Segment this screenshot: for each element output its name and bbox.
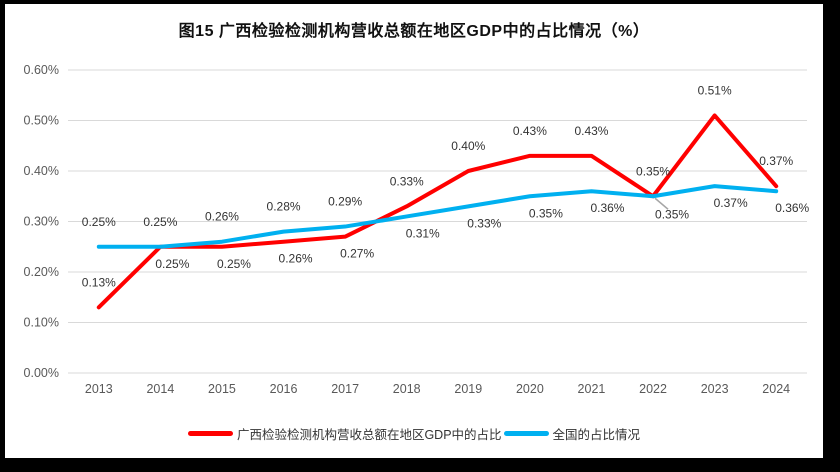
y-tick-label: 0.60% <box>24 63 59 77</box>
x-tick-label: 2017 <box>331 382 359 396</box>
data-label: 0.25% <box>82 215 116 229</box>
data-label: 0.33% <box>467 216 501 230</box>
data-label: 0.28% <box>267 200 301 214</box>
legend: 广西检验检测机构营收总额在地区GDP中的占比 全国的占比情况 <box>5 424 823 443</box>
data-label: 0.35% <box>655 207 689 221</box>
legend-label-guangxi: 广西检验检测机构营收总额在地区GDP中的占比 <box>236 428 502 442</box>
y-tick-label: 0.50% <box>24 114 59 128</box>
x-tick-label: 2015 <box>208 382 236 396</box>
x-tick-label: 2022 <box>639 382 667 396</box>
x-tick-label: 2023 <box>701 382 729 396</box>
data-label: 0.40% <box>451 139 485 153</box>
blue-line-swatch <box>503 431 549 436</box>
x-tick-label: 2018 <box>393 382 421 396</box>
data-label: 0.51% <box>698 83 732 97</box>
x-tick-label: 2024 <box>762 382 790 396</box>
data-label: 0.37% <box>759 154 793 168</box>
data-label: 0.33% <box>390 174 424 188</box>
data-label: 0.31% <box>406 226 440 240</box>
legend-label-national: 全国的占比情况 <box>552 428 641 442</box>
data-label: 0.26% <box>279 252 313 266</box>
chart-surface: 图15 广西检验检测机构营收总额在地区GDP中的占比情况（%） 0.00% 0.1… <box>5 4 823 458</box>
red-series-line <box>96 113 779 310</box>
data-label: 0.36% <box>775 201 809 215</box>
data-label: 0.25% <box>217 257 251 271</box>
x-tick-label: 2016 <box>270 382 298 396</box>
data-label: 0.43% <box>574 124 608 138</box>
x-tick-label: 2019 <box>454 382 482 396</box>
chart-title: 图15 广西检验检测机构营收总额在地区GDP中的占比情况（%） <box>178 23 650 40</box>
blue-series-line <box>96 184 779 249</box>
data-label: 0.43% <box>513 124 547 138</box>
y-tick-label: 0.20% <box>24 265 59 279</box>
data-label: 0.35% <box>529 206 563 220</box>
label-leader-line <box>654 197 669 210</box>
y-tick-label: 0.10% <box>24 316 59 330</box>
plot-area: 0.00% 0.10% 0.20% 0.30% 0.40% 0.50% 0.60% 2013 2… <box>24 63 810 396</box>
y-tick-label: 0.40% <box>24 164 59 178</box>
y-tick-label: 0.30% <box>24 215 59 229</box>
data-label: 0.29% <box>328 195 362 209</box>
x-tick-label: 2021 <box>578 382 606 396</box>
data-label: 0.25% <box>143 215 177 229</box>
data-label: 0.27% <box>340 247 374 261</box>
x-tick-label: 2020 <box>516 382 544 396</box>
red-line-swatch <box>187 431 233 436</box>
data-label: 0.25% <box>155 257 189 271</box>
data-label: 0.13% <box>82 275 116 289</box>
data-label: 0.36% <box>590 201 624 215</box>
y-tick-label: 0.00% <box>24 366 59 380</box>
data-label: 0.26% <box>205 210 239 224</box>
legend-item-guangxi: 广西检验检测机构营收总额在地区GDP中的占比 <box>187 424 502 443</box>
legend-item-national: 全国的占比情况 <box>503 424 641 443</box>
data-label: 0.35% <box>636 164 670 178</box>
x-tick-label: 2013 <box>85 382 113 396</box>
data-label: 0.37% <box>714 196 748 210</box>
x-tick-label: 2014 <box>146 382 174 396</box>
